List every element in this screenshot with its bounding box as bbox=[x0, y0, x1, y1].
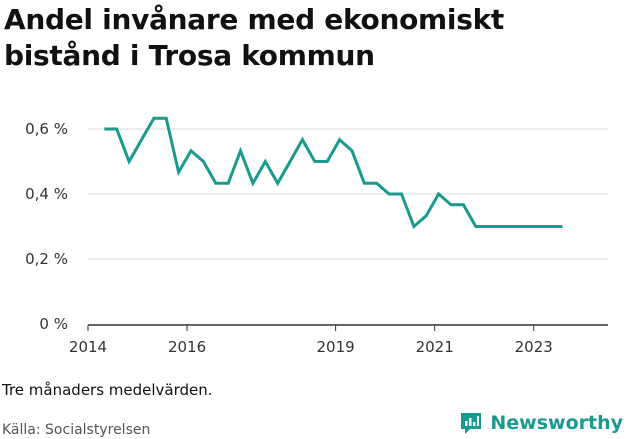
x-tick-label: 2021 bbox=[416, 338, 454, 356]
y-tick-label: 0,2 % bbox=[25, 250, 68, 268]
chart-note: Tre månaders medelvärden. bbox=[2, 381, 213, 399]
y-tick-labels: 0 % 0,2 % 0,4 % 0,6 % bbox=[25, 120, 68, 333]
newsworthy-logo[interactable]: Newsworthy bbox=[458, 410, 623, 436]
y-tick-label: 0 % bbox=[39, 315, 68, 333]
x-tick-label: 2023 bbox=[515, 338, 553, 356]
x-tick-label: 2016 bbox=[168, 338, 206, 356]
y-tick-label: 0,6 % bbox=[25, 120, 68, 138]
series-line bbox=[104, 116, 563, 230]
newsworthy-chart-icon bbox=[461, 413, 482, 434]
x-axis: 2014 2016 2019 2021 2023 bbox=[69, 324, 608, 356]
x-tick-label: 2019 bbox=[317, 338, 355, 356]
series bbox=[104, 116, 563, 230]
y-tick-label: 0,4 % bbox=[25, 185, 68, 203]
chart-title: Andel invånare med ekonomiskt bistånd i … bbox=[4, 3, 505, 72]
source-text: Källa: Socialstyrelsen bbox=[2, 422, 151, 438]
brand-name: Newsworthy bbox=[490, 412, 623, 434]
x-tick-label: 2014 bbox=[69, 338, 107, 356]
gridlines bbox=[88, 128, 608, 260]
